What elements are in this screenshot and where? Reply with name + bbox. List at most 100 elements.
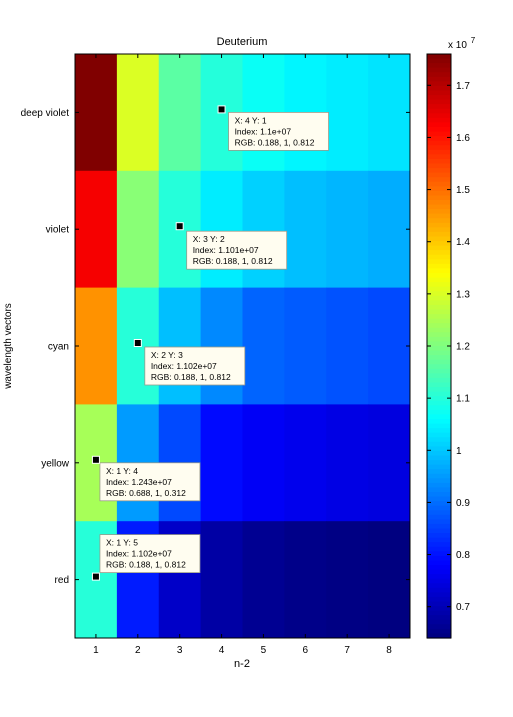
heatmap-cell xyxy=(284,287,327,405)
datatip-box xyxy=(99,534,201,573)
colorbar-segment xyxy=(427,259,451,265)
colorbar-segment xyxy=(427,405,451,411)
colorbar-segment xyxy=(427,172,451,178)
x-axis-label: n-2 xyxy=(234,658,250,670)
heatmap-cell xyxy=(284,170,327,289)
colorbar-segment xyxy=(427,336,451,343)
colorbar-segment xyxy=(427,578,451,584)
colorbar-segment xyxy=(427,309,451,315)
datatip-marker[interactable] xyxy=(133,339,142,347)
datatip-text: Index: 1.243e+07 xyxy=(106,477,172,487)
colorbar-segment xyxy=(427,382,451,388)
y-tick-label: red xyxy=(55,575,69,586)
colorbar-segment xyxy=(427,473,451,479)
datatip-text: RGB: 0.688, 1, 0.312 xyxy=(106,488,186,498)
colorbar-segment xyxy=(427,241,451,247)
colorbar-segment xyxy=(427,496,451,502)
colorbar-tick-label: 1.5 xyxy=(456,185,470,196)
colorbar-tick-label: 1.6 xyxy=(456,133,470,144)
datatip-text: X: 2 Y: 3 xyxy=(151,350,183,360)
heatmap-cell xyxy=(242,170,285,289)
datatip-marker[interactable] xyxy=(175,222,184,231)
colorbar-segment xyxy=(427,359,451,365)
colorbar-segment xyxy=(427,250,451,256)
heatmap-cell xyxy=(368,404,411,522)
colorbar-segment xyxy=(427,373,451,379)
datatip-marker[interactable] xyxy=(217,105,226,114)
datatip-box xyxy=(186,230,288,270)
y-axis-label: wavelength vectors xyxy=(3,303,14,390)
colorbar-segment xyxy=(427,72,451,78)
colorbar-segment xyxy=(427,158,451,165)
heatmap-cell xyxy=(242,287,285,405)
heatmap-cell xyxy=(75,54,118,172)
heatmap-cell xyxy=(368,287,411,405)
colorbar-segment xyxy=(427,601,451,607)
heatmap-cell xyxy=(284,521,327,639)
colorbar-segment xyxy=(427,286,451,292)
colorbar-segment xyxy=(427,446,451,452)
heatmap-cell xyxy=(326,287,369,405)
colorbar-segment xyxy=(427,186,451,192)
colorbar-segment xyxy=(427,432,451,438)
colorbar-segment xyxy=(427,99,451,105)
colorbar-segment xyxy=(427,277,451,283)
colorbar-segment xyxy=(427,619,451,625)
colorbar-segment xyxy=(427,327,451,333)
datatip-text: RGB: 0.188, 1, 0.812 xyxy=(106,560,186,570)
colorbar-segment xyxy=(427,213,451,219)
datatip-text: Index: 1.1e+07 xyxy=(235,126,292,136)
colorbar-multiplier-exponent: 7 xyxy=(471,36,476,45)
colorbar-segment xyxy=(427,546,451,552)
colorbar-segment xyxy=(427,519,451,525)
colorbar-segment xyxy=(427,231,451,238)
colorbar-segment xyxy=(427,560,451,566)
colorbar-segment xyxy=(427,464,451,470)
y-tick-label: violet xyxy=(46,225,70,236)
colorbar-segment xyxy=(427,163,451,169)
colorbar-segment xyxy=(427,95,451,101)
colorbar-segment xyxy=(427,396,451,402)
colorbar-multiplier: x 10 7 xyxy=(448,36,476,51)
colorbar-segment xyxy=(427,606,451,612)
colorbar-segment xyxy=(427,127,451,133)
colorbar-segment xyxy=(427,300,451,306)
colorbar-segment xyxy=(427,323,451,329)
colorbar-segment xyxy=(427,254,451,260)
colorbar-segment xyxy=(427,583,451,589)
datatip-text: RGB: 0.188, 1, 0.812 xyxy=(193,256,273,266)
colorbar-segment xyxy=(427,341,451,347)
colorbar-segment xyxy=(427,514,451,520)
datatip-text: X: 1 Y: 4 xyxy=(106,466,138,476)
colorbar-segment xyxy=(427,377,451,384)
colorbar-segment xyxy=(427,510,451,516)
colorbar-segment xyxy=(427,154,451,160)
heatmap-cell xyxy=(200,404,243,522)
datatip-marker[interactable] xyxy=(91,572,100,581)
colorbar-segment xyxy=(427,569,451,575)
colorbar-segment xyxy=(427,131,451,137)
colorbar-segment xyxy=(427,63,451,69)
colorbar-segment xyxy=(427,90,451,96)
datatip-text: X: 1 Y: 5 xyxy=(106,538,138,548)
x-tick-label: 7 xyxy=(344,645,350,656)
colorbar-segment xyxy=(427,332,451,338)
colorbar-segment xyxy=(427,295,451,301)
datatip-marker[interactable] xyxy=(91,455,100,464)
datatip-text: Index: 1.101e+07 xyxy=(193,245,259,255)
colorbar-segment xyxy=(427,555,451,562)
datatip-box xyxy=(228,112,329,151)
heatmap-cell xyxy=(242,404,285,522)
heatmap-cell xyxy=(200,521,243,639)
colorbar-segment xyxy=(427,533,451,539)
datatip-text: X: 4 Y: 1 xyxy=(235,115,267,125)
colorbar-segment xyxy=(427,222,451,228)
colorbar-segment xyxy=(427,441,451,447)
heatmap-cell xyxy=(158,54,202,172)
